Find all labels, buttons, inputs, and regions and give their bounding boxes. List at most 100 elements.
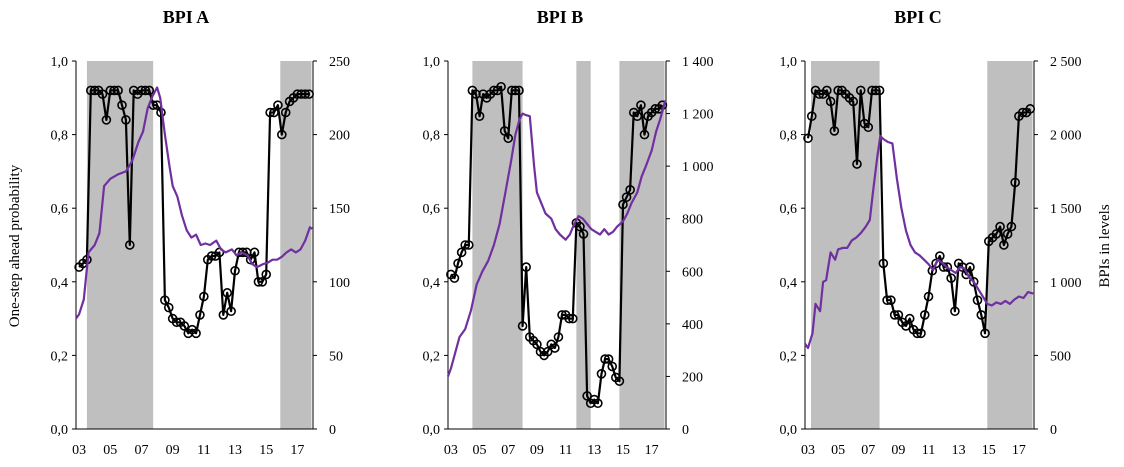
probability-marker [825, 96, 836, 107]
x-tick-label: 07 [861, 443, 875, 458]
left-tick-label: 0,8 [780, 129, 798, 144]
x-tick-label: 11 [559, 443, 572, 458]
probability-marker [575, 221, 585, 232]
probability-marker [593, 398, 603, 409]
probability-marker [557, 310, 567, 320]
x-tick-label: 05 [103, 443, 117, 458]
right-tick-label: 600 [682, 265, 703, 280]
right-tick-label: 2 000 [1050, 129, 1082, 144]
left-tick-label: 1,0 [780, 55, 798, 70]
chart-title: BPI C [894, 7, 942, 27]
probability-marker [976, 310, 987, 320]
probability-marker [874, 85, 885, 96]
probability-marker [1017, 107, 1028, 118]
left-tick-label: 1,0 [51, 55, 69, 70]
x-tick-label: 17 [1012, 443, 1026, 458]
probability-marker [995, 221, 1005, 232]
left-tick-label: 0,8 [51, 129, 69, 144]
chart-title: BPI A [163, 7, 210, 27]
right-tick-label: 50 [329, 349, 343, 364]
probability-marker [901, 321, 911, 331]
probability-marker [171, 317, 182, 328]
right-tick-label: 250 [329, 55, 350, 70]
chart-title: BPI B [537, 7, 584, 27]
x-tick-label: 07 [134, 443, 148, 458]
probability-marker [855, 85, 866, 96]
probability-marker [449, 273, 460, 283]
probability-marker [1002, 229, 1013, 239]
panel-bpi-b: BPI B 0,0 0,2 0,4 0,6 0,8 1,0 0 200 400 600 800 1 00… [423, 7, 714, 458]
x-tick-label: 13 [228, 443, 242, 458]
probability-marker [265, 107, 275, 118]
y-axis-label-left: One-step ahead probability [7, 164, 23, 327]
probability-marker [625, 185, 635, 195]
probability-marker [833, 85, 843, 96]
probability-marker [1010, 177, 1020, 188]
probability-marker [124, 240, 135, 250]
left-tick-label: 0,6 [423, 202, 441, 217]
probability-marker [222, 288, 233, 298]
probability-marker [639, 129, 650, 140]
right-tick-label: 0 [682, 423, 689, 438]
shaded-region [280, 61, 312, 429]
probability-marker [257, 276, 268, 287]
x-tick-label: 09 [530, 443, 544, 458]
x-tick-label: 13 [952, 443, 966, 458]
probability-marker [453, 258, 463, 269]
probability-marker [253, 276, 264, 287]
left-tick-label: 0,0 [51, 423, 69, 438]
left-tick-label: 0,4 [423, 276, 441, 291]
probability-marker [607, 361, 618, 372]
probability-marker [532, 339, 542, 350]
probability-marker [814, 89, 825, 99]
bpi-level-line [75, 86, 313, 320]
panel-bpi-c: BPI C 0,0 0,2 0,4 0,6 0,8 1,0 0 500 1 000 1 500 2 0… [780, 7, 1082, 458]
x-tick-label: 15 [616, 443, 630, 458]
x-tick-label: 15 [259, 443, 273, 458]
x-tick-label: 05 [473, 443, 487, 458]
probability-marker [460, 240, 471, 250]
right-tick-label: 1 200 [682, 108, 714, 123]
probability-marker [968, 276, 979, 287]
probability-marker [1025, 104, 1036, 114]
probability-marker [927, 265, 938, 276]
probability-marker [471, 89, 481, 99]
x-tick-label: 03 [444, 443, 458, 458]
probability-marker [650, 104, 661, 114]
probability-marker [916, 328, 926, 339]
right-tick-label: 1 000 [1050, 276, 1082, 291]
probability-marker [238, 247, 248, 258]
probability-marker [304, 89, 314, 99]
probability-marker [269, 107, 279, 118]
probability-marker [621, 192, 632, 202]
probability-marker [942, 262, 953, 272]
probability-marker [999, 240, 1009, 250]
right-tick-label: 200 [329, 129, 350, 144]
left-tick-label: 0,6 [51, 202, 69, 217]
left-tick-label: 0,8 [423, 129, 441, 144]
right-tick-label: 0 [329, 423, 336, 438]
probability-marker [163, 302, 174, 313]
right-tick-label: 0 [1050, 423, 1057, 438]
probability-marker [496, 81, 506, 92]
probability-marker [931, 258, 941, 269]
probability-marker [542, 346, 553, 357]
x-tick-label: 17 [645, 443, 659, 458]
probability-marker [514, 85, 524, 96]
probability-marker [218, 310, 229, 320]
x-tick-label: 09 [166, 443, 180, 458]
probability-marker [463, 240, 474, 250]
probability-marker [564, 313, 574, 324]
x-tick-label: 15 [982, 443, 996, 458]
probability-marker [89, 85, 100, 96]
probability-marker [230, 265, 240, 276]
probability-marker [886, 295, 896, 306]
probability-marker [144, 85, 155, 96]
right-tick-label: 800 [682, 213, 703, 228]
probability-marker [206, 251, 217, 261]
probability-marker [822, 85, 832, 96]
probability-marker [245, 254, 256, 265]
x-tick-label: 07 [501, 443, 515, 458]
probability-marker [121, 115, 131, 125]
probability-marker [829, 126, 840, 136]
